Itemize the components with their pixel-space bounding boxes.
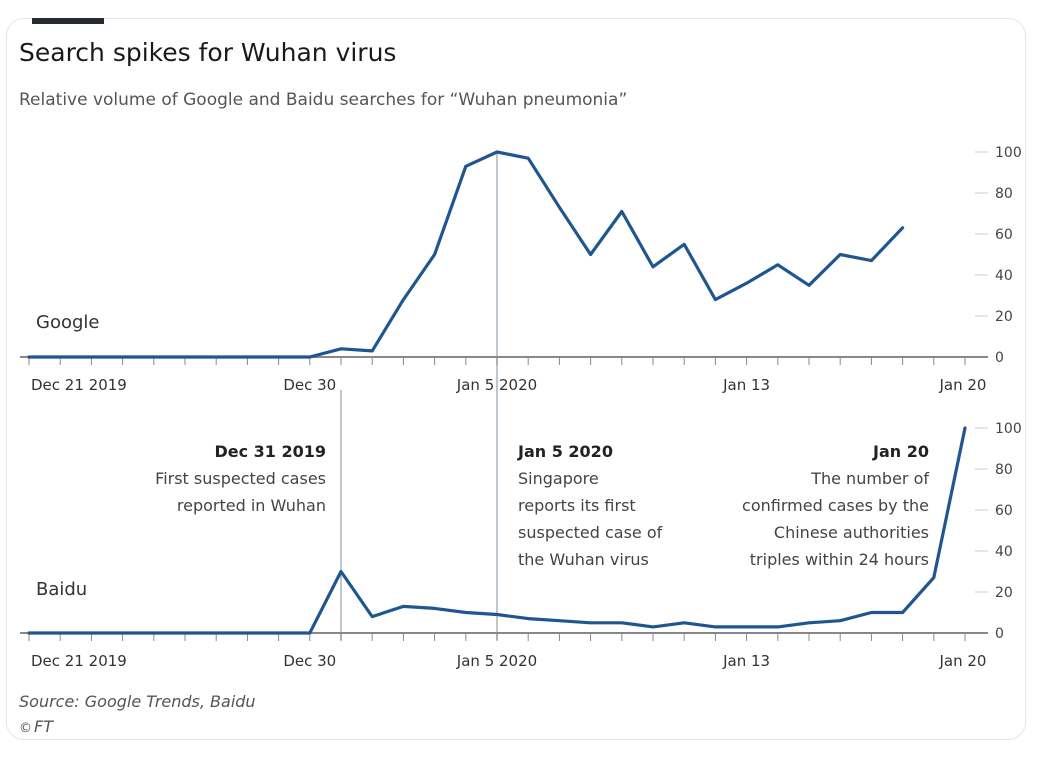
ytick-label-google: 0 [995,350,1004,366]
annotation-dec31-line: reported in Wuhan [176,496,326,515]
series-line-google [27,150,905,359]
annotation-jan20-line: triples within 24 hours [749,550,929,569]
source-note: Source: Google Trends, Baidu [19,692,256,711]
annotation-jan20-line: The number of [811,469,929,488]
series-line-baidu [27,426,967,635]
ytick-label-google: 20 [995,309,1013,325]
series-label-baidu: Baidu [36,579,87,600]
chart-card [6,18,1026,740]
annotation-jan20-line: confirmed cases by the [742,496,929,515]
ytick-label-google: 40 [995,268,1013,284]
annotation-jan5-date: Jan 5 2020 [518,442,613,461]
annotation-jan5: Jan 5 2020 Singapore reports its first s… [518,438,662,573]
ft-credit-text: FT [34,717,53,736]
series-label-google: Google [36,312,99,333]
xtick-label-google: Dec 21 2019 [31,376,127,394]
ytick-label-google: 80 [995,186,1013,202]
chart-title: Search spikes for Wuhan virus [19,38,397,67]
ytick-label-baidu: 40 [995,544,1013,560]
ytick-label-baidu: 20 [995,585,1013,601]
xtick-label-google: Dec 30 [283,376,336,394]
annotation-jan5-line: suspected case of [518,523,663,542]
chart-subtitle: Relative volume of Google and Baidu sear… [19,90,628,110]
xtick-label-baidu: Jan 20 [939,652,987,670]
annotation-jan20-line: Chinese authorities [773,523,929,542]
xtick-label-google: Jan 20 [939,376,987,394]
xtick-label-baidu: Jan 5 2020 [456,652,537,670]
xtick-label-baidu: Dec 21 2019 [31,652,127,670]
ytick-label-google: 60 [995,227,1013,243]
xtick-label-baidu: Dec 30 [283,652,336,670]
ytick-label-baidu: 60 [995,503,1013,519]
ytick-label-baidu: 0 [995,626,1004,642]
xtick-label-google: Jan 5 2020 [456,376,537,394]
ytick-label-baidu: 80 [995,462,1013,478]
xtick-label-google: Jan 13 [722,376,770,394]
ft-credit: © FT [19,717,53,736]
annotation-jan5-line: the Wuhan virus [518,550,649,569]
annotation-jan20-date: Jan 20 [873,442,929,461]
xtick-label-baidu: Jan 13 [722,652,770,670]
annotation-jan5-line: reports its first [518,496,636,515]
annotation-jan5-line: Singapore [518,469,599,488]
ft-accent-bar [32,18,104,24]
annotation-dec31: Dec 31 2019 First suspected cases report… [155,438,326,519]
ft-logo-icon: © [19,721,32,736]
ytick-label-google: 100 [995,145,1022,161]
annotation-dec31-date: Dec 31 2019 [214,442,326,461]
ytick-label-baidu: 100 [995,421,1022,437]
annotation-jan20: Jan 20 The number of confirmed cases by … [742,438,929,573]
annotation-dec31-line: First suspected cases [155,469,326,488]
